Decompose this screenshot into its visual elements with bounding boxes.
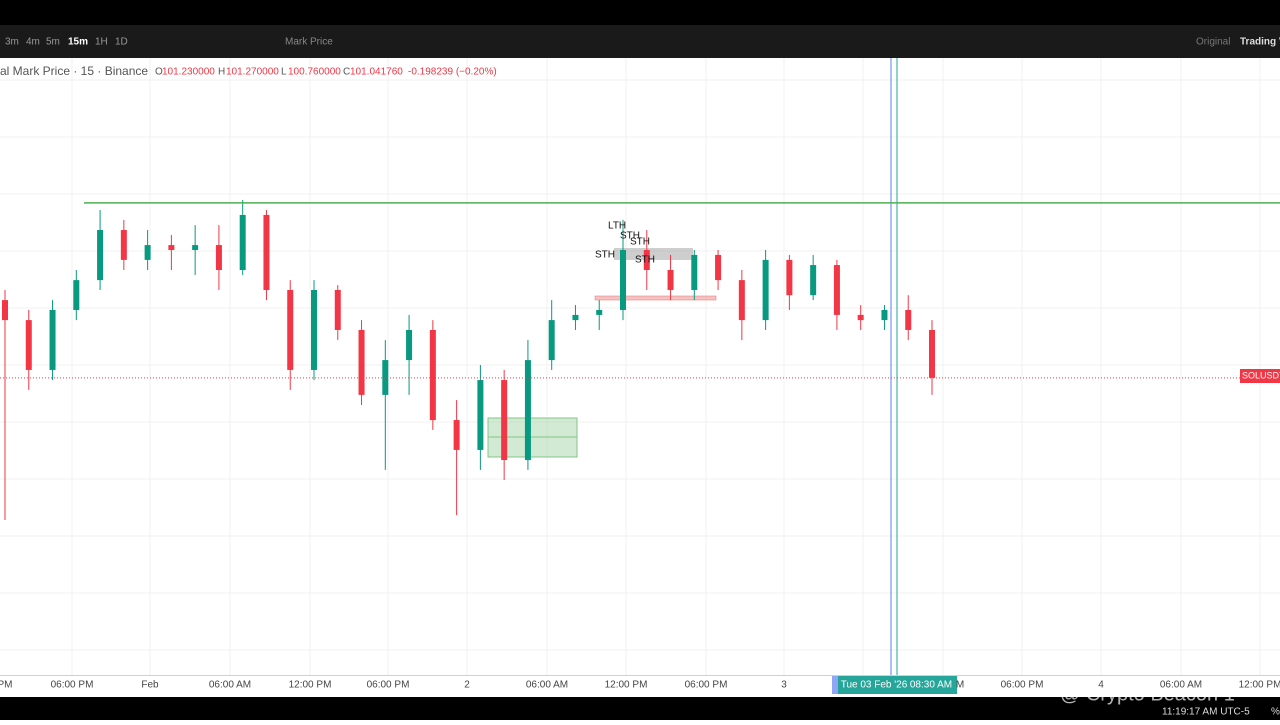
candle-body (263, 214, 270, 290)
candle-body (2, 300, 8, 321)
candle-body (548, 320, 555, 361)
price-type[interactable]: Mark Price (285, 37, 333, 48)
timeframe[interactable]: 3m (5, 37, 19, 48)
x-tick-label: Feb (141, 680, 159, 691)
candle-body (596, 309, 603, 315)
x-tick-label: 12:00 PM (605, 680, 648, 691)
crosshair-marker (832, 676, 838, 694)
candle-body (477, 380, 484, 450)
candle-body (73, 280, 80, 310)
x-tick-label: M (956, 680, 964, 691)
crosshair-box (838, 676, 957, 694)
candle-body (97, 230, 104, 281)
legend-value: O (155, 67, 163, 78)
gray-box (614, 248, 693, 260)
candle-body (358, 329, 365, 395)
candle-body (120, 230, 127, 260)
candle-body (453, 420, 460, 450)
legend-symbol: al Mark Price · 15 · Binance (0, 64, 148, 78)
candle-body (857, 314, 864, 321)
candle-body (762, 259, 769, 321)
candle-body (215, 245, 222, 271)
candle-body (168, 245, 175, 251)
candle-body (620, 250, 626, 310)
annotation: LTH (608, 221, 626, 232)
status-bar (0, 697, 1280, 720)
legend-value: H (218, 67, 225, 78)
candle-body (192, 245, 199, 251)
candle-body (311, 289, 317, 370)
x-tick-label: 06:00 AM (209, 680, 251, 691)
candle-body (691, 254, 698, 290)
annotation: STH (635, 255, 655, 266)
candle-body (429, 329, 436, 421)
x-tick-label: PM (0, 680, 13, 691)
candle-body (334, 289, 341, 330)
button[interactable]: Trading V (1240, 37, 1280, 48)
legend-value: 101.270000 (226, 67, 279, 78)
candle-body (287, 289, 294, 370)
candle-body (833, 265, 840, 315)
candle-body (905, 309, 912, 330)
candle-body (715, 254, 722, 281)
timeframe[interactable]: 5m (46, 37, 60, 48)
price-tag-label: SOLUSDT (1242, 370, 1280, 380)
legend-value: L (281, 67, 287, 78)
candle-body (667, 270, 674, 290)
x-tick-label: 12:00 PM (1239, 680, 1280, 691)
legend-value: 101.230000 (162, 67, 215, 78)
candle-body (382, 360, 389, 395)
top-bar (0, 0, 1280, 25)
x-tick-label: 4 (1098, 680, 1104, 691)
crosshair-time: 08:30 AM (910, 680, 952, 691)
x-tick-label: 06:00 PM (51, 680, 94, 691)
timeframe[interactable]: 15m (68, 37, 88, 48)
button[interactable]: Original (1196, 37, 1230, 48)
candle-body (49, 309, 56, 370)
candle-body (881, 309, 888, 321)
x-tick-label: 3 (781, 680, 787, 691)
annotation: STH (630, 237, 650, 248)
candle-body (738, 280, 745, 321)
timeframe[interactable]: 4m (26, 37, 40, 48)
candle-body (144, 245, 151, 260)
x-tick-label: 06:00 AM (526, 680, 568, 691)
candle-body (929, 329, 935, 378)
timeframe[interactable]: 1H (95, 37, 108, 48)
candle-body (572, 314, 579, 321)
candle-body (239, 214, 246, 271)
red-box (594, 295, 717, 301)
annotation: STH (595, 250, 615, 261)
x-tick-label: 06:00 AM (1160, 680, 1202, 691)
price-tag (1240, 369, 1280, 383)
candle-body (406, 329, 413, 361)
candle-body (25, 320, 32, 370)
candle-body (524, 360, 531, 461)
percent[interactable]: % (1271, 707, 1280, 718)
watermark: @ Crypto Beacon 1 (1060, 683, 1235, 705)
candle-body (643, 250, 650, 271)
candle-body (501, 380, 508, 461)
legend-value: C (343, 67, 350, 78)
timeframe[interactable]: 1D (115, 37, 128, 48)
x-tick-label: 06:00 PM (1001, 680, 1044, 691)
legend-value: 100.760000 (288, 67, 341, 78)
toolbar (0, 25, 1280, 58)
crosshair-date: Tue 03 Feb '26 (841, 680, 908, 691)
candle-body (786, 259, 793, 296)
x-tick-label: 2 (464, 680, 470, 691)
x-tick-label: 06:00 PM (367, 680, 410, 691)
candles (2, 199, 935, 521)
legend-value: -0.198239 (−0.20%) (408, 67, 497, 78)
annotation: STH (620, 231, 640, 242)
legend-value: 101.041760 (350, 67, 403, 78)
candle-body (810, 265, 817, 296)
x-tick-label: 12:00 PM (289, 680, 332, 691)
grid (0, 58, 1280, 675)
clock: 11:19:17 AM UTC-5 (1162, 707, 1250, 718)
x-tick-label: 06:00 PM (685, 680, 728, 691)
